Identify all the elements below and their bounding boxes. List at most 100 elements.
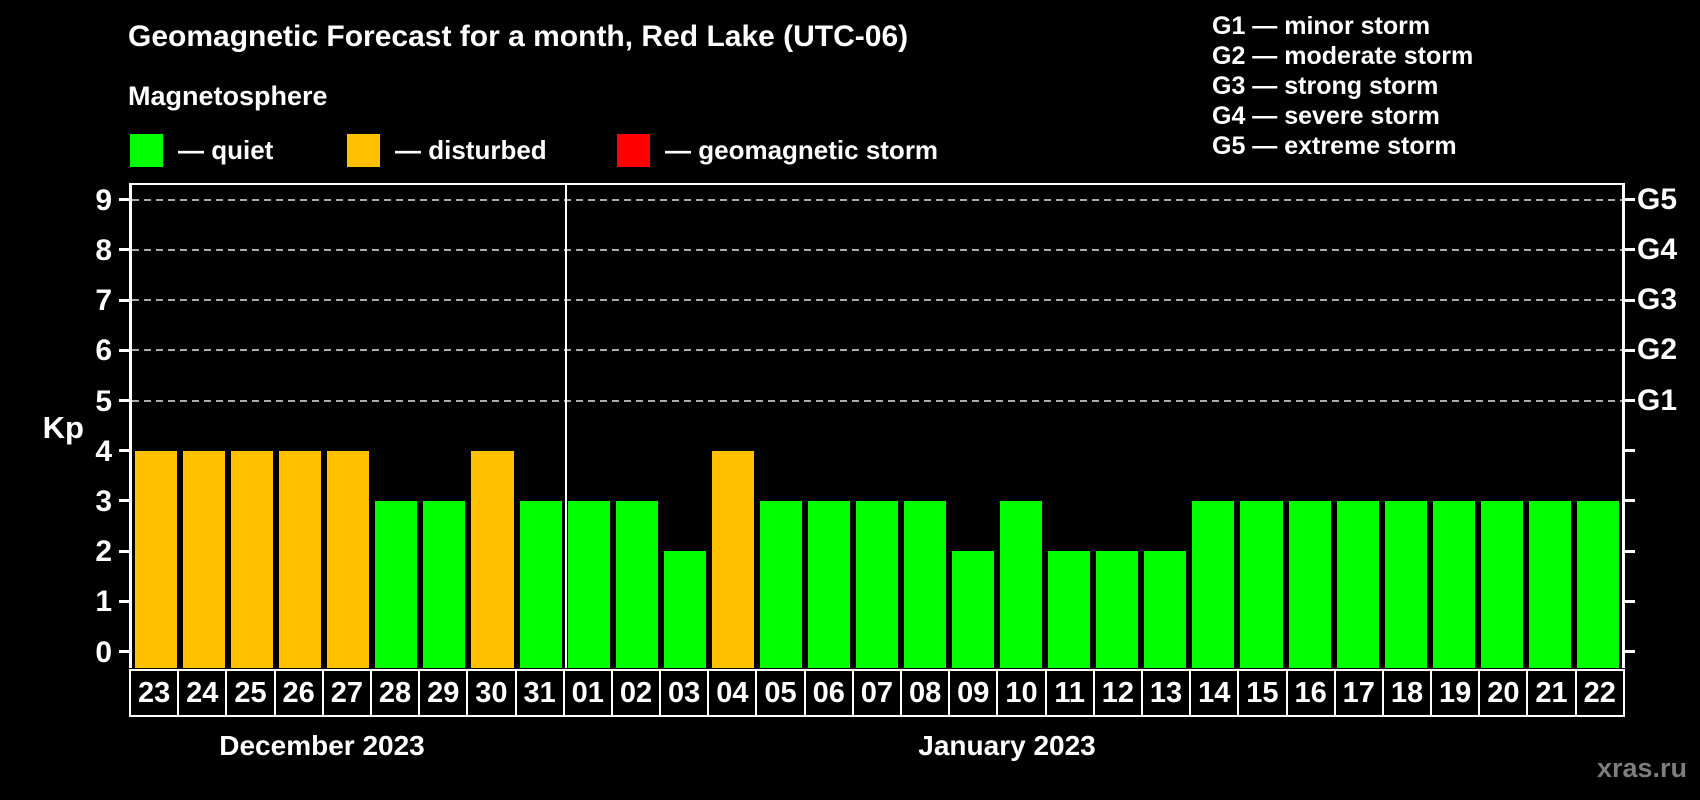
gridline-kp5 <box>132 399 1622 402</box>
date-cell-03: 03 <box>659 669 710 717</box>
bar-slot-04 <box>709 185 757 668</box>
kp-bar-29 <box>423 500 466 668</box>
bar-slot-23 <box>132 185 180 668</box>
date-cell-18: 18 <box>1381 669 1433 717</box>
bar-slot-17 <box>1334 185 1382 668</box>
quiet-color-swatch <box>130 134 163 167</box>
date-cell-22: 22 <box>1574 669 1625 717</box>
right-axis-tick-4 <box>1624 449 1635 453</box>
y-axis-tick-8 <box>119 248 130 252</box>
g-legend-line-2: G2 — moderate storm <box>1212 42 1474 70</box>
date-cell-21: 21 <box>1526 669 1577 717</box>
kp-bar-23 <box>135 450 178 668</box>
g-legend-line-3: G3 — strong storm <box>1212 72 1439 100</box>
bar-slot-20 <box>1478 185 1526 668</box>
kp-bar-10 <box>1000 500 1043 668</box>
kp-bar-27 <box>327 450 370 668</box>
bar-slot-26 <box>276 185 324 668</box>
kp-bar-17 <box>1336 500 1379 668</box>
bar-slot-07 <box>853 185 901 668</box>
right-axis-tick-8 <box>1624 248 1635 252</box>
bar-slot-19 <box>1430 185 1478 668</box>
bar-slot-09 <box>949 185 997 668</box>
y-tick-label-2: 2 <box>95 535 112 569</box>
kp-bar-05 <box>759 500 802 668</box>
disturbed-color-swatch <box>347 134 380 167</box>
bar-slot-14 <box>1189 185 1237 668</box>
y-axis-tick-3 <box>119 499 130 503</box>
kp-bar-31 <box>519 500 562 668</box>
date-cell-19: 19 <box>1430 669 1481 717</box>
legend-label-quiet: — quiet <box>178 135 274 165</box>
g-level-label-g2: G2 <box>1637 333 1678 367</box>
y-tick-label-8: 8 <box>95 233 112 267</box>
bar-slot-10 <box>997 185 1045 668</box>
y-axis-tick-6 <box>119 348 130 352</box>
date-cell-24: 24 <box>177 669 228 717</box>
date-cell-12: 12 <box>1092 669 1143 717</box>
bar-slot-02 <box>613 185 661 668</box>
bar-slot-22 <box>1574 185 1622 668</box>
kp-bar-11 <box>1048 551 1091 668</box>
date-cell-23: 23 <box>129 669 180 717</box>
kp-bar-24 <box>183 450 226 668</box>
y-axis-tick-0 <box>119 650 130 653</box>
month-label-december: December 2023 <box>219 730 425 761</box>
date-cell-13: 13 <box>1140 669 1192 717</box>
kp-bar-13 <box>1144 551 1187 668</box>
bar-slot-30 <box>468 185 516 668</box>
bar-slot-01 <box>565 185 613 668</box>
kp-bar-09 <box>952 551 995 668</box>
y-tick-label-5: 5 <box>95 384 112 418</box>
kp-bar-07 <box>855 500 898 668</box>
status-legend: — quiet — disturbed — geomagnetic storm <box>0 134 1700 170</box>
y-tick-label-6: 6 <box>95 334 112 368</box>
gridline-kp9 <box>132 198 1622 201</box>
date-cell-02: 02 <box>610 669 662 717</box>
date-cell-09: 09 <box>948 669 999 717</box>
kp-bar-12 <box>1096 551 1139 668</box>
kp-bar-18 <box>1384 500 1427 668</box>
g-legend-line-4: G4 — severe storm <box>1212 102 1440 130</box>
storm-color-swatch <box>617 134 650 167</box>
g-legend-line-5: G5 — extreme storm <box>1212 132 1457 160</box>
magnetosphere-label: Magnetosphere <box>128 81 328 111</box>
date-cell-07: 07 <box>851 669 902 717</box>
bar-slot-03 <box>661 185 709 668</box>
bars <box>132 185 1622 668</box>
date-cell-16: 16 <box>1285 669 1336 717</box>
kp-bar-01 <box>567 500 610 668</box>
date-cell-28: 28 <box>369 669 421 717</box>
kp-bar-04 <box>711 450 754 668</box>
y-tick-label-7: 7 <box>95 284 112 318</box>
month-label-january: January 2023 <box>918 730 1096 761</box>
gridline-kp7 <box>132 299 1622 302</box>
y-tick-label-4: 4 <box>95 434 112 468</box>
bar-slot-28 <box>372 185 420 668</box>
right-axis-tick-6 <box>1624 348 1635 352</box>
gridline-kp8 <box>132 248 1622 251</box>
date-cell-29: 29 <box>418 669 469 717</box>
kp-bar-28 <box>375 500 418 668</box>
bar-slot-06 <box>805 185 853 668</box>
bar-slot-29 <box>420 185 468 668</box>
date-cell-20: 20 <box>1478 669 1529 717</box>
y-tick-label-0: 0 <box>95 635 112 669</box>
kp-bar-15 <box>1240 500 1283 668</box>
bar-slot-16 <box>1286 185 1334 668</box>
g-level-label-g1: G1 <box>1637 383 1678 417</box>
legend-item-disturbed: — disturbed <box>347 134 547 167</box>
g-legend-line-1: G1 — minor storm <box>1212 12 1431 40</box>
watermark: xras.ru <box>1596 753 1687 783</box>
kp-bar-16 <box>1288 500 1331 668</box>
y-axis-title: Kp <box>42 410 84 445</box>
y-axis-tick-1 <box>119 599 130 603</box>
bar-slot-15 <box>1237 185 1285 668</box>
bar-slot-21 <box>1526 185 1574 668</box>
y-axis-tick-4 <box>119 449 130 453</box>
bar-slot-13 <box>1141 185 1189 668</box>
kp-bar-19 <box>1432 500 1475 668</box>
right-axis-tick-2 <box>1624 549 1635 553</box>
kp-bar-22 <box>1576 500 1619 668</box>
